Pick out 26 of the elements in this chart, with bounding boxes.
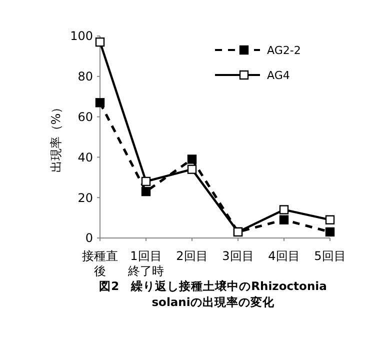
- x-tick-label: 2回目: [176, 249, 208, 263]
- y-tick-label: 0: [85, 231, 93, 246]
- legend-label: AG4: [267, 68, 290, 82]
- y-tick-label: 80: [78, 70, 93, 84]
- point: [187, 154, 197, 164]
- y-tick-label: 40: [78, 150, 93, 164]
- point: [95, 37, 105, 47]
- x-tick-label: 接種直後: [82, 249, 118, 278]
- point: [325, 227, 335, 237]
- point: [279, 215, 289, 224]
- point: [279, 205, 289, 214]
- y-tick-label: 60: [78, 110, 93, 124]
- y-tick-label: 20: [78, 190, 93, 205]
- y-axis-title: 出現率（%）: [49, 101, 63, 173]
- x-tick-label: 3回目: [222, 249, 254, 263]
- legend-label: AG2-2: [267, 44, 301, 57]
- point: [141, 186, 151, 196]
- point: [325, 215, 335, 224]
- point: [187, 164, 197, 174]
- y-tick-label: 100: [70, 29, 93, 44]
- point: [141, 176, 151, 186]
- point: [95, 98, 105, 108]
- x-tick-label: 1回目終了時: [127, 249, 164, 278]
- x-tick-label: 5回目: [314, 249, 346, 263]
- x-tick-label: 4回目: [268, 249, 300, 263]
- text: 図2 繰り返し接種土壌中のRhizoctonia solaniの出現率の変化: [99, 279, 327, 309]
